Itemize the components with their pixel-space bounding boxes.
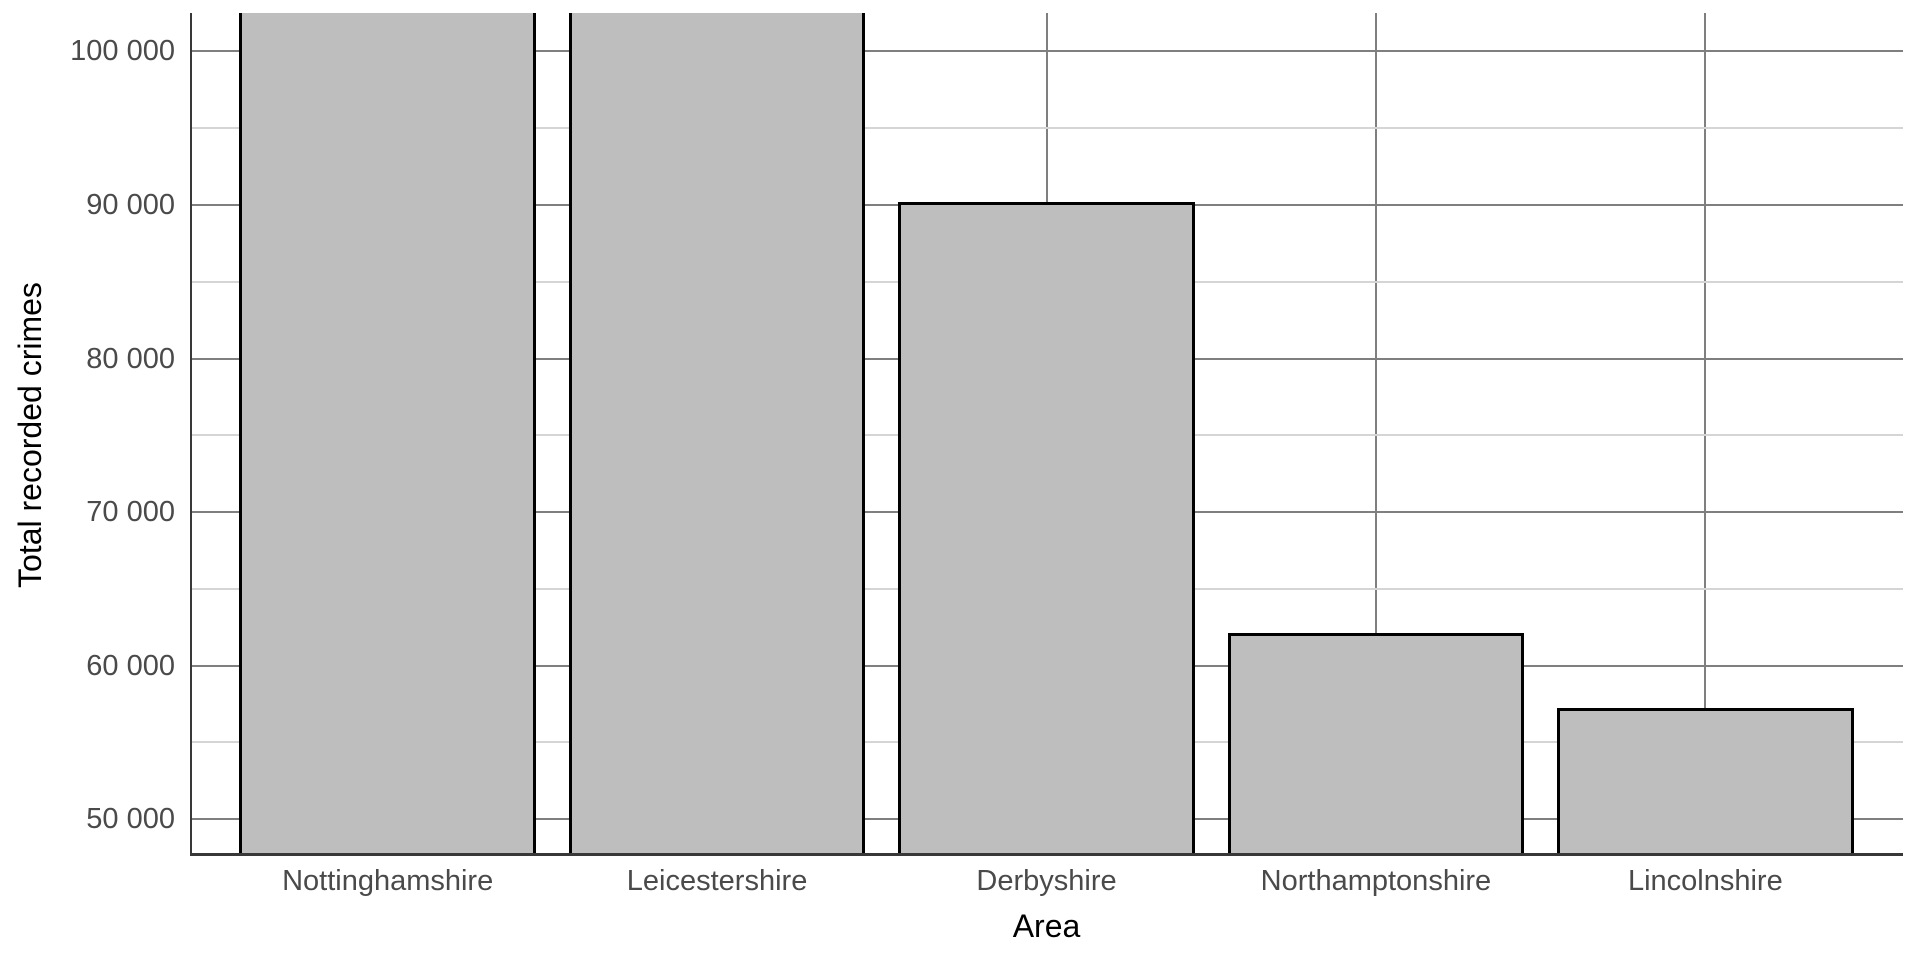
gridline-major-horizontal — [190, 50, 1903, 53]
y-tick-label: 60 000 — [86, 649, 175, 682]
x-tick-label: Leicestershire — [626, 865, 808, 897]
x-axis-line — [190, 853, 1903, 856]
y-tick-label: 70 000 — [86, 496, 175, 529]
gridline-minor-horizontal — [190, 127, 1903, 130]
y-axis-line — [190, 13, 192, 856]
y-tick-label: 100 000 — [70, 35, 175, 68]
x-tick-label: Northamptonshire — [1260, 865, 1492, 897]
bar-derbyshire — [898, 201, 1195, 856]
x-tick-label: Lincolnshire — [1627, 865, 1783, 897]
bar-leicestershire — [568, 13, 866, 856]
x-axis-title: Area — [1012, 908, 1081, 944]
bar-northamptonshire — [1227, 633, 1525, 856]
bar-nottinghamshire — [239, 13, 536, 856]
y-tick-label: 80 000 — [86, 342, 175, 375]
x-tick-label: Nottinghamshire — [282, 865, 494, 897]
y-axis-title: Total recorded crimes — [12, 282, 48, 588]
plot-panel — [190, 13, 1903, 856]
y-tick-label: 50 000 — [86, 803, 175, 836]
y-tick-label: 90 000 — [86, 188, 175, 221]
bar-lincolnshire — [1557, 707, 1854, 856]
x-tick-label: Derbyshire — [976, 865, 1117, 897]
